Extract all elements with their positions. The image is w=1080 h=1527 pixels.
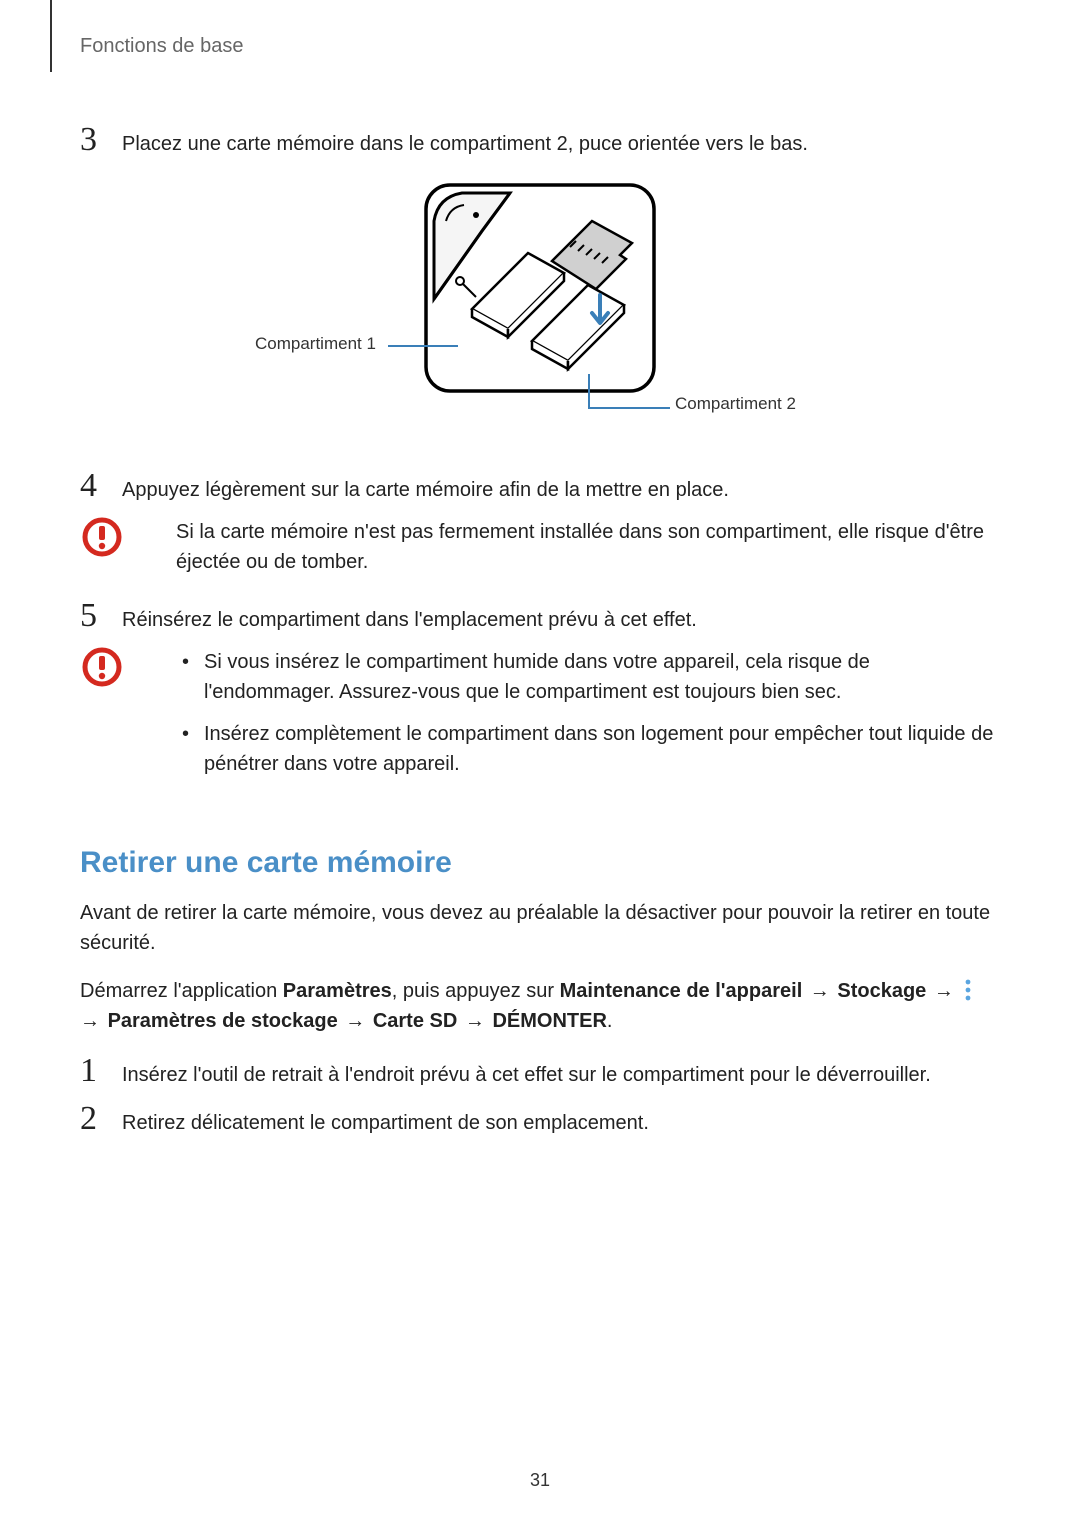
path-step: Maintenance de l'appareil (560, 980, 803, 1002)
step-number: 5 (80, 599, 122, 633)
page: Fonctions de base 3 Placez une carte mém… (0, 0, 1080, 1527)
navigation-path: Démarrez l'application Paramètres, puis … (80, 976, 1000, 1036)
arrow-icon: → (80, 1010, 106, 1032)
warning-icon (82, 517, 122, 557)
warning-list: Si vous insérez le compartiment humide d… (176, 647, 1000, 791)
warning-item: Insérez complètement le compartiment dan… (176, 719, 1000, 779)
warning-block-1: Si la carte mémoire n'est pas fermement … (80, 517, 1000, 577)
warning-item: Si vous insérez le compartiment humide d… (176, 647, 1000, 707)
step-number: 4 (80, 469, 122, 503)
diagram-label-slot1: Compartiment 1 (255, 334, 376, 354)
sim-tray-diagram: Compartiment 1 Compartiment 2 (80, 179, 1000, 439)
step-3: 3 Placez une carte mémoire dans le compa… (80, 123, 1000, 159)
arrow-icon: → (804, 980, 835, 1002)
path-step: Paramètres de stockage (108, 1010, 338, 1032)
step-text: Appuyez légèrement sur la carte mémoire … (122, 469, 729, 505)
step-text: Réinsérez le compartiment dans l'emplace… (122, 599, 697, 635)
step-text: Retirez délicatement le compartiment de … (122, 1102, 649, 1138)
path-step: Carte SD (373, 1010, 457, 1032)
breadcrumb: Fonctions de base (80, 35, 1000, 58)
more-options-icon (961, 978, 975, 1002)
path-step: Stockage (837, 980, 926, 1002)
step-4: 4 Appuyez légèrement sur la carte mémoir… (80, 469, 1000, 505)
path-app: Paramètres (283, 980, 392, 1002)
step-text: Insérez l'outil de retrait à l'endroit p… (122, 1054, 931, 1090)
page-number: 31 (530, 1470, 550, 1491)
path-text: Démarrez l'application (80, 980, 283, 1002)
page-tab-mark (50, 0, 52, 72)
section-title: Retirer une carte mémoire (80, 846, 1000, 880)
path-step: DÉMONTER (492, 1010, 606, 1032)
diagram-callout-line-2 (588, 374, 670, 409)
step-remove-1: 1 Insérez l'outil de retrait à l'endroit… (80, 1054, 1000, 1090)
warning-text: Si la carte mémoire n'est pas fermement … (176, 517, 1000, 577)
arrow-icon: → (340, 1010, 371, 1032)
diagram-label-slot2: Compartiment 2 (675, 394, 796, 414)
path-text: , puis appuyez sur (392, 980, 560, 1002)
arrow-icon: → (928, 980, 959, 1002)
path-text: . (607, 1010, 613, 1032)
step-number: 3 (80, 123, 122, 157)
step-number: 2 (80, 1102, 122, 1136)
warning-icon (82, 647, 122, 687)
step-number: 1 (80, 1054, 122, 1088)
warning-block-2: Si vous insérez le compartiment humide d… (80, 647, 1000, 791)
diagram-callout-line-1 (388, 345, 458, 347)
step-5: 5 Réinsérez le compartiment dans l'empla… (80, 599, 1000, 635)
step-remove-2: 2 Retirez délicatement le compartiment d… (80, 1102, 1000, 1138)
arrow-icon: → (459, 1010, 490, 1032)
step-text: Placez une carte mémoire dans le compart… (122, 123, 808, 159)
intro-paragraph: Avant de retirer la carte mémoire, vous … (80, 898, 1000, 958)
